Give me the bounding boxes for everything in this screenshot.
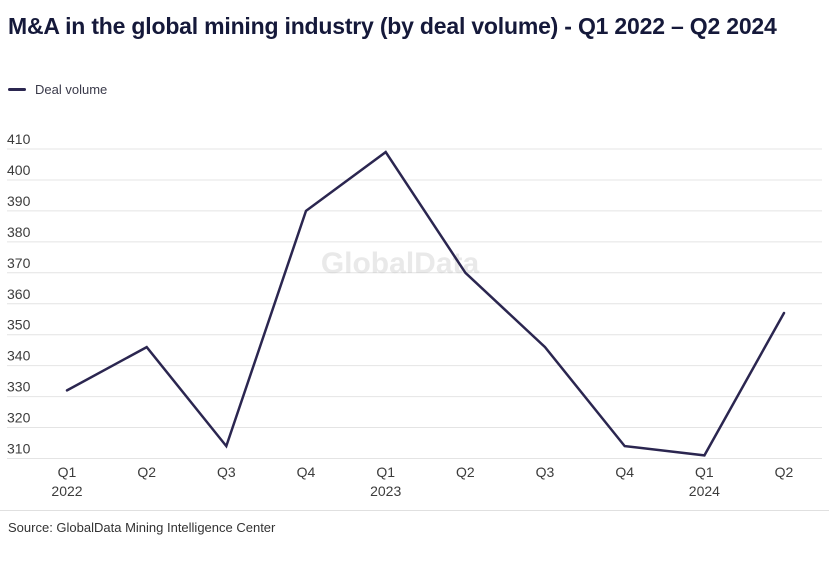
y-axis-label: 340 <box>7 348 31 364</box>
y-axis-label: 370 <box>7 255 31 271</box>
y-axis-label: 400 <box>7 162 31 178</box>
x-axis-label: Q4 <box>615 464 634 480</box>
y-axis-label: 330 <box>7 378 31 394</box>
legend: Deal volume <box>8 82 829 98</box>
y-axis-label: 350 <box>7 317 31 333</box>
footer: Source: GlobalData Mining Intelligence C… <box>0 509 829 537</box>
legend-label: Deal volume <box>35 82 108 98</box>
x-axis-label: Q1 <box>58 464 77 480</box>
y-axis-label: 320 <box>7 409 31 425</box>
y-axis-label: 310 <box>7 440 31 456</box>
x-axis-label: Q2 <box>775 464 794 480</box>
chart-title: M&A in the global mining industry (by de… <box>8 13 777 39</box>
source-attribution: Source: GlobalData Mining Intelligence C… <box>8 519 276 535</box>
watermark: GlobalData <box>321 247 480 280</box>
x-axis-label: Q3 <box>536 464 555 480</box>
x-axis-year-label: 2022 <box>51 483 82 499</box>
y-axis-label: 390 <box>7 193 31 209</box>
deal-volume-line-chart: 310 320 330 340 350 360 370 380 390 400 410 GlobalD… <box>7 131 822 499</box>
x-axis-year-label: 2024 <box>689 483 720 499</box>
x-axis-label: Q1 <box>695 464 714 480</box>
x-axis-label: Q2 <box>456 464 475 480</box>
chart-area: 310 320 330 340 350 360 370 380 390 400 410 GlobalD… <box>0 120 829 505</box>
y-axis-label: 360 <box>7 286 31 302</box>
y-axis-label: 380 <box>7 224 31 240</box>
x-axis-label: Q2 <box>137 464 156 480</box>
x-axis-label: Q4 <box>297 464 316 480</box>
x-axis-label: Q3 <box>217 464 236 480</box>
x-axis-label: Q1 <box>376 464 395 480</box>
deal-volume-line <box>65 150 786 457</box>
y-axis-label: 410 <box>7 131 31 147</box>
legend-line-marker-icon <box>8 88 26 92</box>
x-axis-year-label: 2023 <box>370 483 401 499</box>
